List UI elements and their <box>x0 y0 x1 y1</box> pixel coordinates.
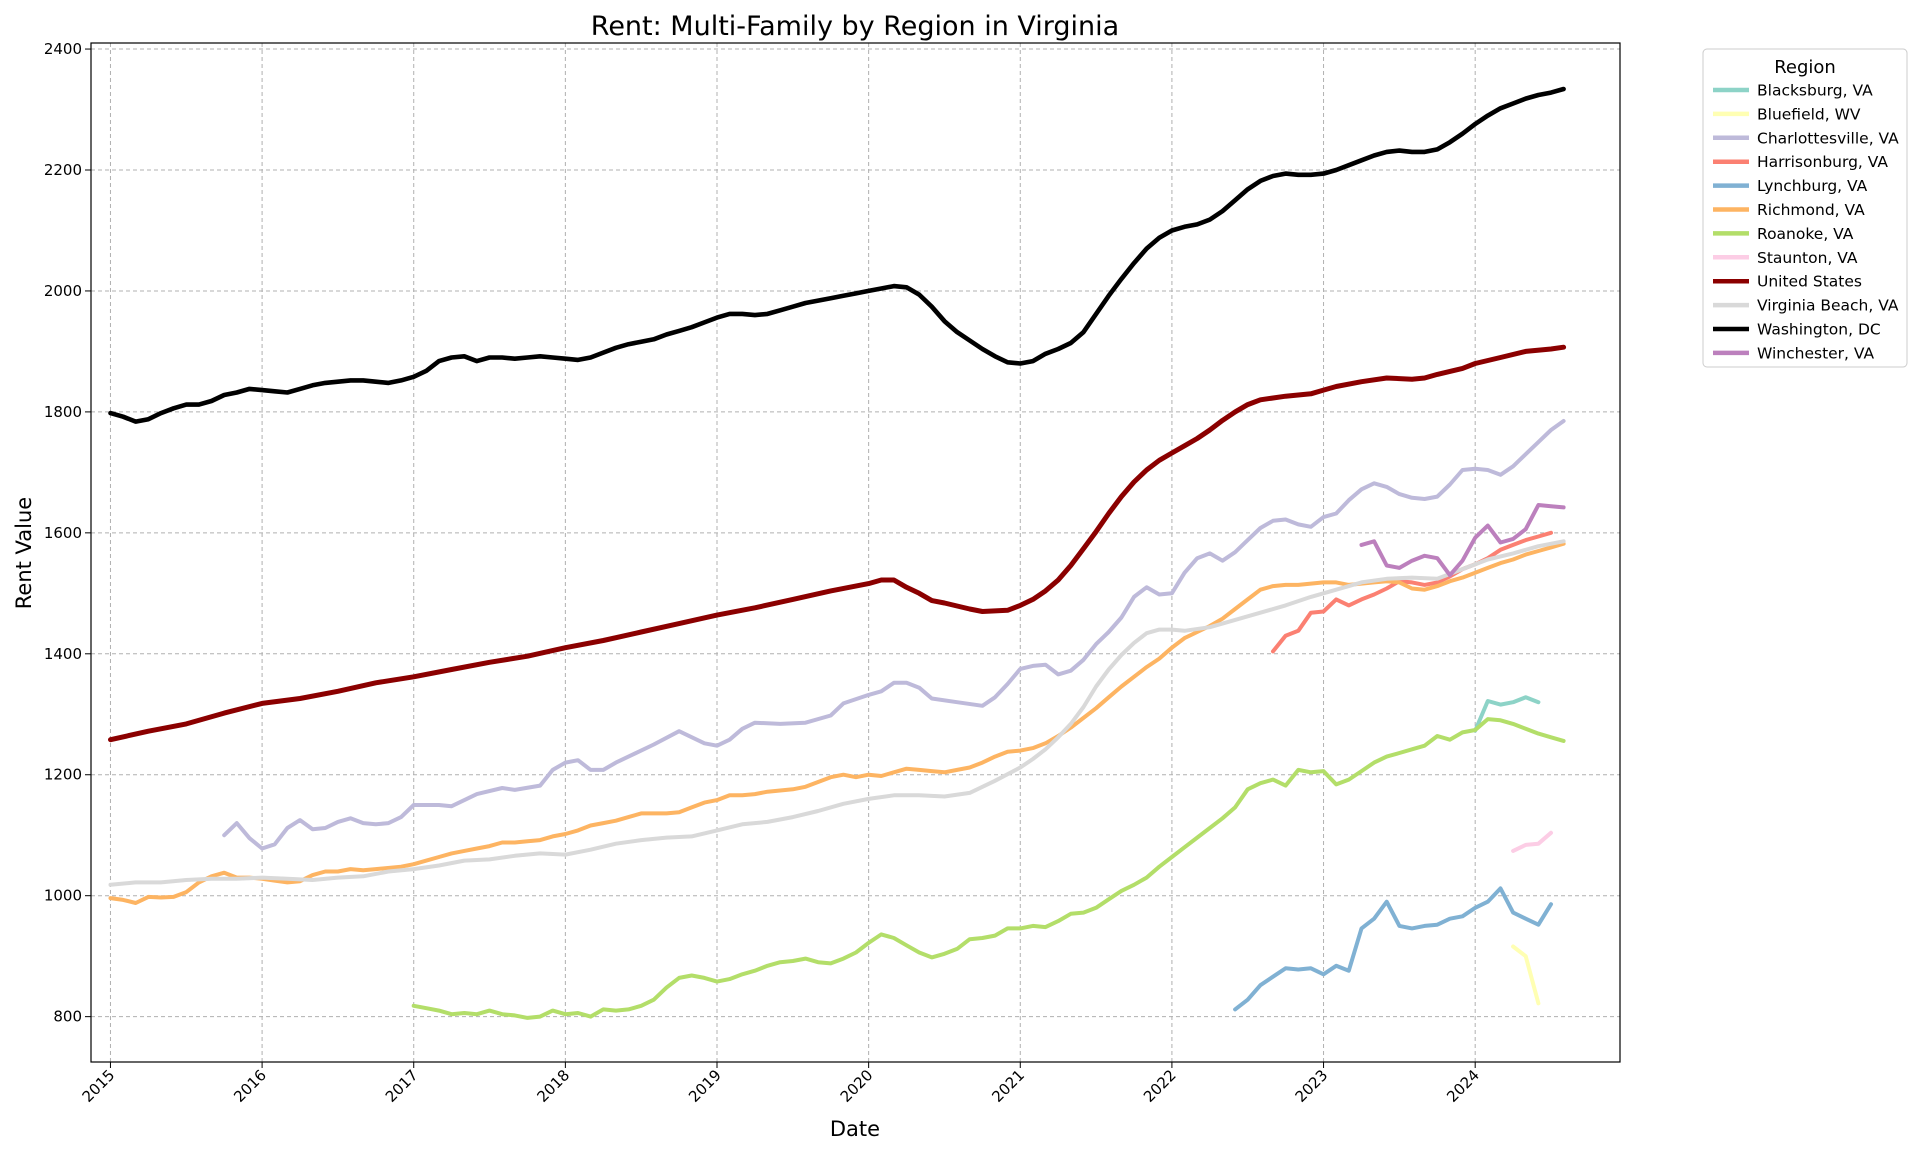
legend-label-bluefield-wv: Bluefield, WV <box>1757 105 1861 123</box>
legend-label-virginia-beach-va: Virginia Beach, VA <box>1757 297 1899 315</box>
x-tick-label: 2020 <box>837 1066 877 1106</box>
y-tick-label: 800 <box>53 1008 82 1026</box>
x-axis-title: Date <box>830 1117 880 1141</box>
chart-title: Rent: Multi-Family by Region in Virginia <box>591 11 1119 42</box>
legend-label-staunton-va: Staunton, VA <box>1757 249 1858 267</box>
legend-label-winchester-va: Winchester, VA <box>1757 344 1875 362</box>
x-tick-label: 2023 <box>1292 1066 1332 1106</box>
plot-area-frame <box>90 42 1621 1063</box>
legend-frame <box>1702 48 1908 368</box>
y-axis-title: Rent Value <box>12 497 36 609</box>
legend-label-harrisonburg-va: Harrisonburg, VA <box>1757 153 1888 171</box>
legend-items: Blacksburg, VA Bluefield, WV Charlottesvil… <box>1713 82 1899 362</box>
y-tick-label: 2200 <box>44 161 82 179</box>
legend-label-united-states: United States <box>1757 273 1862 291</box>
series-line-lynchburg-va <box>1233 886 1553 1012</box>
series-line-roanoke-va <box>411 717 1566 1020</box>
grid <box>91 43 1620 1062</box>
legend-label-roanoke-va: Roanoke, VA <box>1757 225 1854 243</box>
x-tick-label: 2022 <box>1140 1066 1180 1106</box>
series-line-blacksburg-va <box>1473 695 1541 733</box>
x-tick-label: 2017 <box>382 1066 422 1106</box>
legend-label-charlottesville-va: Charlottesville, VA <box>1757 129 1899 147</box>
x-tick-label: 2024 <box>1443 1066 1483 1106</box>
y-tick-label: 1800 <box>44 403 82 421</box>
legend-label-lynchburg-va: Lynchburg, VA <box>1757 177 1868 195</box>
y-tick-label: 1000 <box>44 887 82 905</box>
series-line-charlottesville-va <box>222 419 1566 851</box>
y-axis: 800 1000 1200 1400 1600 1800 2000 2200 2400 <box>44 40 91 1026</box>
legend-label-washington-dc: Washington, DC <box>1757 321 1881 339</box>
series-line-richmond-va <box>108 541 1566 905</box>
y-tick-label: 1600 <box>44 524 82 542</box>
legend-label-blacksburg-va: Blacksburg, VA <box>1757 82 1873 100</box>
series-line-virginia-beach-va <box>108 539 1566 887</box>
legend-label-richmond-va: Richmond, VA <box>1757 201 1865 219</box>
series-line-washington-dc <box>108 86 1566 424</box>
x-tick-label: 2018 <box>533 1066 573 1106</box>
x-tick-label: 2021 <box>988 1066 1028 1106</box>
series-line-harrisonburg-va <box>1271 530 1553 654</box>
x-tick-label: 2015 <box>79 1066 119 1106</box>
y-tick-label: 1200 <box>44 766 82 784</box>
y-tick-label: 2000 <box>44 282 82 300</box>
series-line-united-states <box>108 344 1567 743</box>
legend: Region Blacksburg, VA Bluefield, WV Charlo… <box>1702 48 1908 368</box>
series-line-staunton-va <box>1511 830 1553 853</box>
y-tick-label: 2400 <box>44 40 82 58</box>
x-tick-label: 2016 <box>230 1066 270 1106</box>
x-tick-label: 2019 <box>685 1066 725 1106</box>
series-line-winchester-va <box>1359 503 1566 578</box>
series-line-bluefield-wv <box>1511 944 1541 1006</box>
series-lines <box>108 86 1567 1020</box>
y-tick-label: 1400 <box>44 645 82 663</box>
x-axis: 2015 2016 2017 2018 2019 2020 2021 2022 2023 2024 <box>79 1062 1483 1106</box>
legend-title: Region <box>1774 57 1836 78</box>
